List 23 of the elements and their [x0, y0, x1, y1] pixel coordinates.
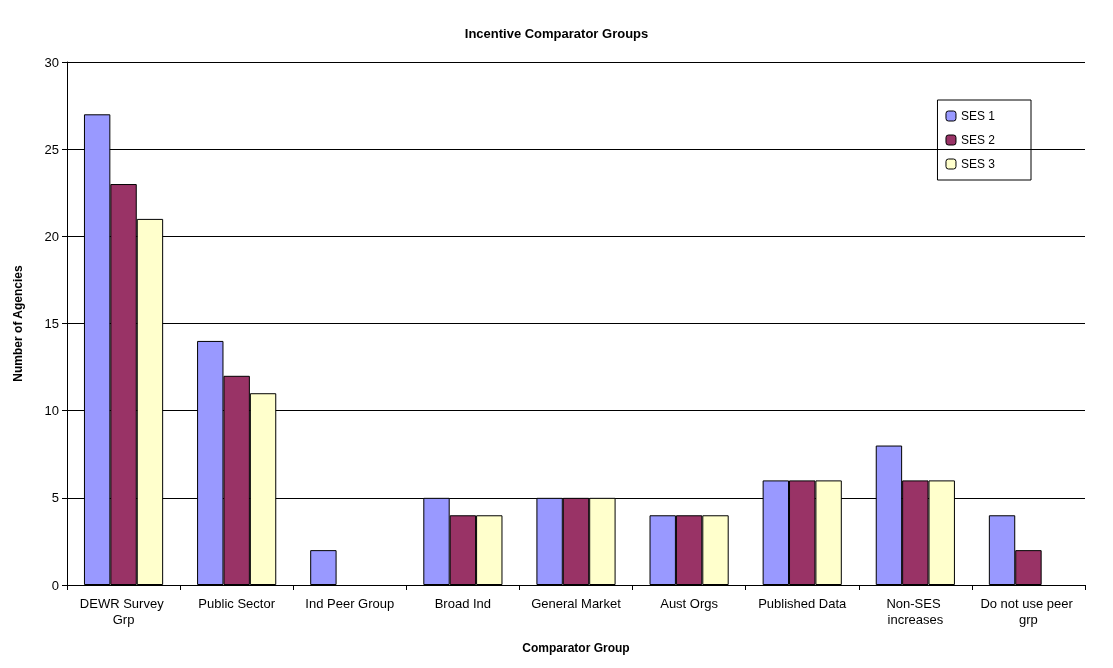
y-tick-label: 0: [51, 577, 59, 593]
y-tick-label: 20: [44, 228, 59, 244]
legend-label: SES 3: [960, 157, 996, 171]
y-tick-label: 15: [44, 316, 59, 331]
legend-label: SES 1: [960, 109, 996, 123]
bar: [310, 550, 337, 585]
legend-label: SES 2: [960, 133, 996, 147]
y-tick-label: 25: [44, 141, 59, 157]
y-tick-label: 30: [44, 54, 59, 70]
y-tick-label: 10: [44, 403, 59, 419]
chart-title: Incentive Comparator Groups: [464, 26, 649, 41]
y-tick-label: 5: [51, 490, 59, 506]
x-tick-label: Broad Ind: [434, 595, 492, 611]
x-tick-label: Aust Orgs: [660, 595, 719, 611]
x-tick-label: DEWR Survey Grp: [79, 595, 168, 627]
x-tick-label: Ind Peer Group: [305, 595, 395, 611]
y-axis-title: Number of Agencies: [11, 265, 25, 382]
x-tick-label: General Market: [531, 595, 622, 611]
x-tick-label: Published Data: [758, 595, 848, 611]
x-tick-label: Do not use peer grp: [980, 595, 1077, 627]
x-tick-label: Public Sector: [198, 595, 276, 611]
x-tick-label: Non-SES increases: [886, 595, 945, 627]
x-axis-title: Comparator Group: [522, 641, 630, 655]
